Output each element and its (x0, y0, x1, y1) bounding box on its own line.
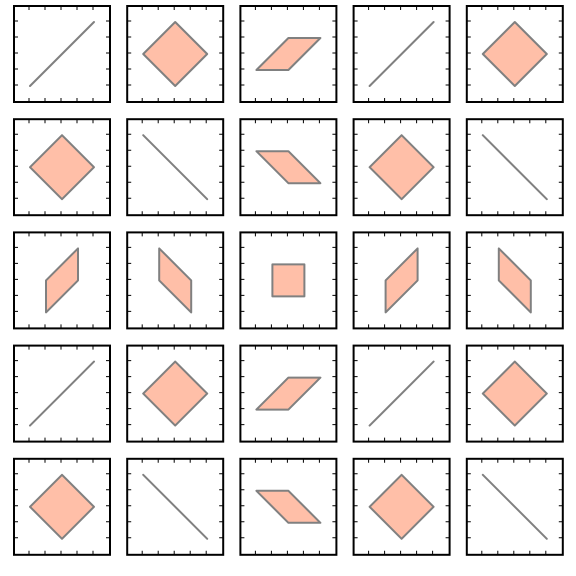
panel-ticks (127, 232, 224, 329)
panel-ticks (466, 345, 563, 442)
panel-r5-c1 (13, 457, 111, 556)
panel-ticks (240, 345, 337, 442)
panel-r1-c4 (352, 5, 451, 103)
panel-r2-c2 (126, 118, 225, 217)
panel-r4-c3 (239, 344, 338, 443)
panel-r1-c1 (13, 5, 111, 103)
panel-ticks (127, 345, 224, 442)
panel-r5-c5 (465, 457, 564, 556)
diagonal-line-up-shape (29, 21, 95, 87)
diagonal-line-down-shape (481, 134, 548, 201)
panel-ticks (240, 119, 337, 216)
diamond-shape (368, 134, 435, 201)
panel-ticks (466, 458, 563, 555)
parallelogram-up-shape (255, 376, 322, 411)
square-shape (271, 263, 306, 298)
panel-ticks (127, 6, 224, 102)
diamond-shape (29, 134, 95, 201)
parallelogram-vertical-down-shape (158, 247, 193, 314)
panel-r5-c3 (239, 457, 338, 556)
panel-ticks (14, 232, 110, 329)
diagonal-line-down-shape (142, 473, 209, 540)
panel-r4-c1 (13, 344, 111, 443)
panel-r5-c4 (352, 457, 451, 556)
panel-r2-c3 (239, 118, 338, 217)
panel-r1-c3 (239, 5, 338, 103)
panel-ticks (127, 458, 224, 555)
panel-r2-c5 (465, 118, 564, 217)
diamond-shape (368, 473, 435, 540)
diamond-shape (481, 21, 548, 87)
diagonal-line-up-shape (368, 360, 435, 427)
diamond-shape (142, 21, 209, 87)
diagonal-line-down-shape (481, 473, 548, 540)
panel-ticks (353, 458, 450, 555)
parallelogram-up-shape (255, 37, 322, 71)
panel-r2-c4 (352, 118, 451, 217)
panel-ticks (14, 345, 110, 442)
panel-ticks (240, 6, 337, 102)
panel-r3-c4 (352, 231, 451, 330)
panel-r4-c2 (126, 344, 225, 443)
panel-ticks (240, 458, 337, 555)
panel-r4-c5 (465, 344, 564, 443)
panel-frame (465, 231, 564, 330)
panel-ticks (353, 345, 450, 442)
diamond-shape (142, 360, 209, 427)
diagonal-line-down-shape (142, 134, 209, 201)
panel-ticks (353, 232, 450, 329)
panel-ticks (466, 119, 563, 216)
panel-ticks (466, 232, 563, 329)
parallelogram-down-shape (255, 150, 322, 185)
panel-r3-c3 (239, 231, 338, 330)
panel-r3-c5 (465, 231, 564, 330)
diamond-shape (481, 360, 548, 427)
panel-ticks (14, 6, 110, 102)
diamond-shape (29, 473, 95, 540)
panel-ticks (240, 232, 337, 329)
panel-r5-c2 (126, 457, 225, 556)
parallelogram-vertical-up-shape (384, 247, 419, 314)
panel-r1-c5 (465, 5, 564, 103)
panel-r4-c4 (352, 344, 451, 443)
panel-ticks (127, 119, 224, 216)
parallelogram-vertical-up-shape (45, 247, 79, 314)
panel-r3-c1 (13, 231, 111, 330)
diagonal-line-up-shape (368, 21, 435, 87)
panel-r2-c1 (13, 118, 111, 217)
diagonal-line-up-shape (29, 360, 95, 427)
panel-ticks (466, 6, 563, 102)
panel-grid (13, 5, 564, 556)
parallelogram-down-shape (255, 489, 322, 524)
panel-ticks (14, 119, 110, 216)
panel-ticks (353, 119, 450, 216)
panel-frame (239, 118, 338, 217)
panel-ticks (353, 6, 450, 102)
panel-r3-c2 (126, 231, 225, 330)
panel-ticks (14, 458, 110, 555)
panel-r1-c2 (126, 5, 225, 103)
parallelogram-vertical-down-shape (497, 247, 532, 314)
